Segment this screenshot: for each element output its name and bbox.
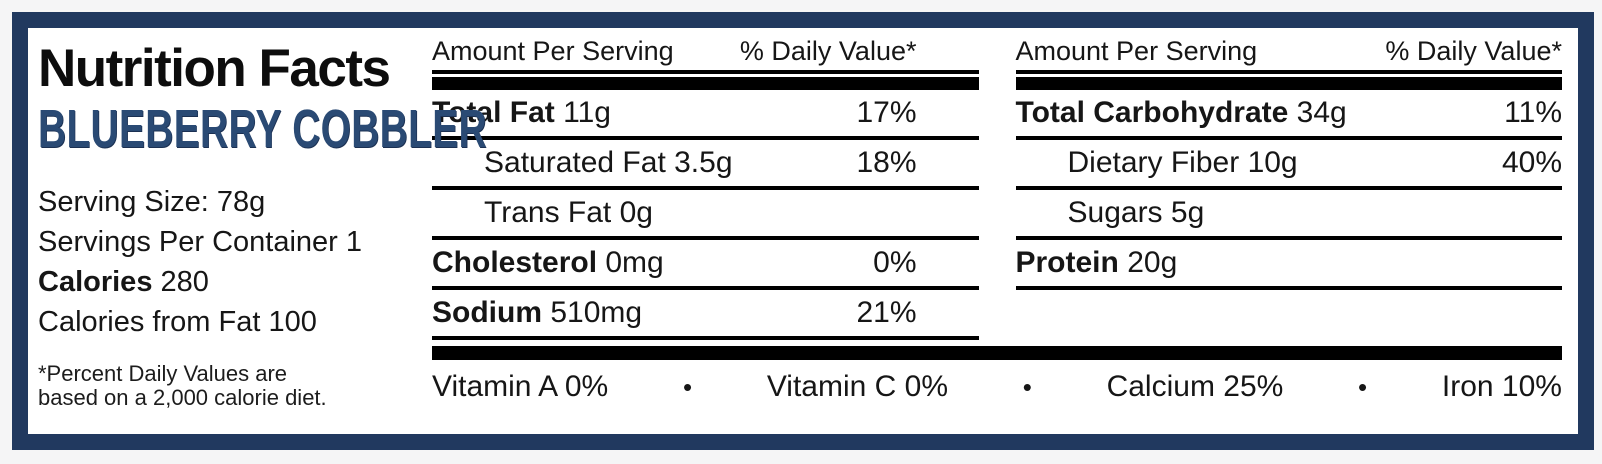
- vitamin-c-value: Vitamin C 0%: [766, 370, 948, 403]
- calories-line: Calories 280: [38, 262, 432, 302]
- daily-value-header: % Daily Value*: [1385, 36, 1562, 66]
- daily-value-cell: 17%: [856, 96, 917, 129]
- label-left-column: Nutrition Facts BLUEBERRY COBBLER Servin…: [28, 28, 487, 434]
- serving-size-text: Serving Size: 78g: [38, 186, 266, 219]
- nutrient-row-trans-fat: Trans Fat 0g: [432, 190, 979, 240]
- thick-divider-bar: [432, 77, 979, 90]
- servings-per-container-text: Servings Per Container 1: [38, 226, 362, 259]
- daily-value-cell: 40%: [1501, 146, 1562, 179]
- daily-value-cell: 18%: [856, 146, 917, 179]
- product-name: BLUEBERRY COBBLER: [38, 99, 487, 160]
- daily-value-header: % Daily Value*: [739, 36, 917, 66]
- iron-value: Iron 10%: [1441, 370, 1562, 403]
- column-header: Amount Per Serving % Daily Value*: [1015, 28, 1562, 74]
- bullet-separator: •: [1022, 371, 1032, 402]
- vitamin-a-value: Vitamin A 0%: [432, 370, 609, 403]
- nutrient-row-empty: [1016, 290, 1563, 344]
- nutrient-row-saturated-fat: Saturated Fat 3.5g 18%: [432, 140, 979, 190]
- nutrient-row-dietary-fiber: Dietary Fiber 10g 40%: [1015, 140, 1562, 190]
- amount-per-serving-header: Amount Per Serving: [1015, 36, 1258, 66]
- calories-label: Calories: [38, 266, 153, 299]
- serving-info-block: Serving Size: 78g Servings Per Container…: [38, 182, 432, 342]
- thick-divider-bar: [1015, 77, 1562, 90]
- nutrient-row-total-carbohydrate: Total Carbohydrate 34g 11%: [1015, 90, 1562, 140]
- calories-value: 280: [160, 266, 209, 299]
- nutrient-row-cholesterol: Cholesterol 0mg 0%: [432, 240, 979, 290]
- nutrient-columns: Amount Per Serving % Daily Value* Total …: [432, 28, 1562, 344]
- nutrition-facts-title: Nutrition Facts: [38, 39, 391, 98]
- nutrient-column-fat-sodium: Amount Per Serving % Daily Value* Total …: [432, 28, 979, 344]
- daily-value-cell: 11%: [1504, 96, 1562, 129]
- amount-per-serving-header: Amount Per Serving: [432, 36, 674, 66]
- bottom-thick-divider-bar: [432, 346, 1562, 360]
- nutrition-label: Nutrition Facts BLUEBERRY COBBLER Servin…: [12, 12, 1594, 450]
- daily-values-footnote: *Percent Daily Values are based on a 2,0…: [38, 362, 432, 410]
- bullet-separator: •: [682, 371, 693, 402]
- nutrient-row-protein: Protein 20g: [1015, 240, 1562, 290]
- nutrient-tables-region: Amount Per Serving % Daily Value* Total …: [432, 28, 1578, 434]
- nutrient-row-sodium: Sodium 510mg 21%: [432, 290, 979, 340]
- micronutrients-row: Vitamin A 0% • Vitamin C 0% • Calcium 25…: [432, 360, 1562, 404]
- nutrient-column-carb-protein: Amount Per Serving % Daily Value* Total …: [1015, 28, 1563, 344]
- nutrient-row-total-fat: Total Fat 11g 17%: [432, 90, 979, 140]
- footnote-line-2: based on a 2,000 calorie diet.: [38, 385, 327, 411]
- daily-value-cell: 21%: [856, 296, 917, 329]
- calories-from-fat-text: Calories from Fat 100: [38, 306, 317, 339]
- footnote-line-1: *Percent Daily Values are: [38, 361, 288, 387]
- daily-value-cell: 0%: [873, 246, 917, 279]
- bullet-separator: •: [1358, 371, 1368, 402]
- nutrient-row-sugars: Sugars 5g: [1015, 190, 1562, 240]
- calcium-value: Calcium 25%: [1106, 370, 1284, 403]
- column-header: Amount Per Serving % Daily Value*: [432, 28, 979, 74]
